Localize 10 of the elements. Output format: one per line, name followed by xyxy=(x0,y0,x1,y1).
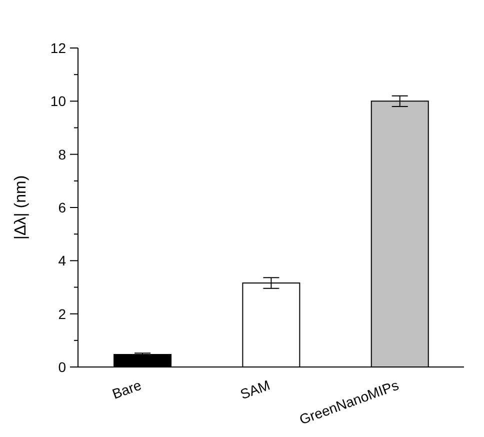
y-tick-label: 8 xyxy=(58,146,66,162)
x-tick-label: SAM xyxy=(238,376,272,402)
y-tick-label: 2 xyxy=(58,306,66,322)
y-tick-label: 0 xyxy=(58,359,66,375)
y-tick-label: 12 xyxy=(50,40,66,56)
y-tick-label: 10 xyxy=(50,93,66,110)
y-axis-title: |Δλ| (nm) xyxy=(12,175,30,240)
y-tick-label: 6 xyxy=(58,200,66,216)
x-tick-label: Bare xyxy=(110,376,144,402)
y-tick-label: 4 xyxy=(58,252,66,269)
